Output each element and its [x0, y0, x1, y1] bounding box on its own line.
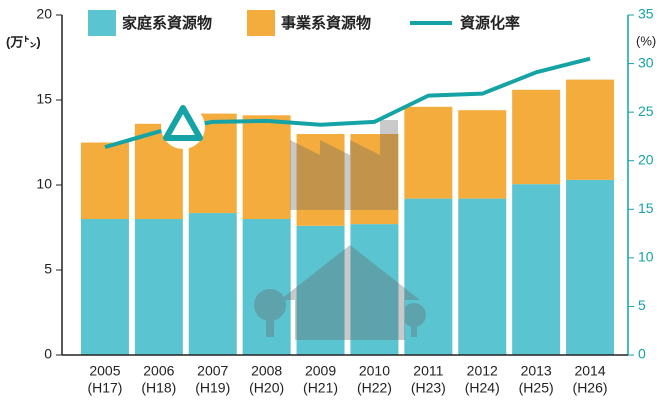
y2-tick-label: 15 [638, 200, 654, 216]
legend-swatch [88, 10, 116, 36]
recycle-triangle [163, 105, 203, 141]
x-tick-sublabel: (H23) [411, 380, 446, 396]
x-tick-label: 2014 [574, 363, 605, 379]
bar [350, 134, 399, 225]
bar [296, 225, 345, 355]
x-tick-label: 2010 [359, 363, 390, 379]
x-tick-label: 2011 [413, 363, 443, 379]
bar [80, 219, 129, 355]
x-tick-label: 2012 [467, 363, 498, 379]
x-tick-sublabel: (H22) [357, 380, 392, 396]
bar [134, 219, 183, 355]
bar [512, 184, 561, 355]
bar [242, 219, 291, 355]
y2-tick-label: 20 [638, 151, 654, 167]
y-axis-label: (万㌧) [6, 34, 41, 49]
y-tick-label: 20 [36, 6, 52, 22]
bar [404, 106, 453, 199]
x-tick-sublabel: (H20) [249, 380, 284, 396]
x-tick-sublabel: (H24) [465, 380, 500, 396]
bar [242, 115, 291, 219]
x-tick-label: 2005 [89, 363, 120, 379]
x-tick-sublabel: (H17) [87, 380, 122, 396]
legend-swatch [247, 10, 275, 36]
bar [350, 224, 399, 355]
bar [512, 89, 561, 185]
x-tick-label: 2013 [521, 363, 552, 379]
y2-axis-label: (%) [636, 33, 656, 48]
tree-icon [411, 322, 417, 337]
tree-icon [254, 289, 286, 321]
y2-tick-label: 10 [638, 249, 654, 265]
bar [296, 134, 345, 226]
y-tick-label: 10 [36, 176, 52, 192]
house-icon [280, 245, 420, 340]
y2-tick-label: 0 [638, 346, 646, 362]
bar [404, 198, 453, 355]
y-tick-label: 0 [44, 346, 52, 362]
factory-icon [290, 120, 398, 210]
y-tick-label: 15 [36, 91, 52, 107]
y-tick-label: 5 [44, 261, 52, 277]
x-tick-sublabel: (H25) [519, 380, 554, 396]
x-tick-label: 2009 [305, 363, 336, 379]
bar [458, 110, 507, 199]
x-tick-sublabel: (H19) [195, 380, 230, 396]
x-tick-label: 2006 [143, 363, 174, 379]
tree-icon [402, 303, 426, 327]
x-tick-sublabel: (H18) [141, 380, 176, 396]
y2-tick-label: 5 [638, 297, 646, 313]
y2-tick-label: 35 [638, 6, 654, 22]
x-tick-sublabel: (H21) [303, 380, 338, 396]
tree-icon [266, 315, 274, 337]
legend-label: 家庭系資源物 [122, 14, 212, 32]
y2-tick-label: 30 [638, 54, 654, 70]
bar [458, 198, 507, 355]
x-tick-label: 2007 [197, 363, 228, 379]
bar [566, 79, 615, 180]
bar [566, 179, 615, 355]
x-tick-sublabel: (H26) [573, 380, 608, 396]
legend-label: 事業系資源物 [281, 14, 371, 32]
x-tick-label: 2008 [251, 363, 282, 379]
bar [188, 213, 237, 355]
decorations [254, 120, 426, 340]
y2-tick-label: 25 [638, 103, 654, 119]
legend-label: 資源化率 [460, 14, 520, 32]
bar [80, 142, 129, 219]
recycle-icon [161, 105, 205, 149]
